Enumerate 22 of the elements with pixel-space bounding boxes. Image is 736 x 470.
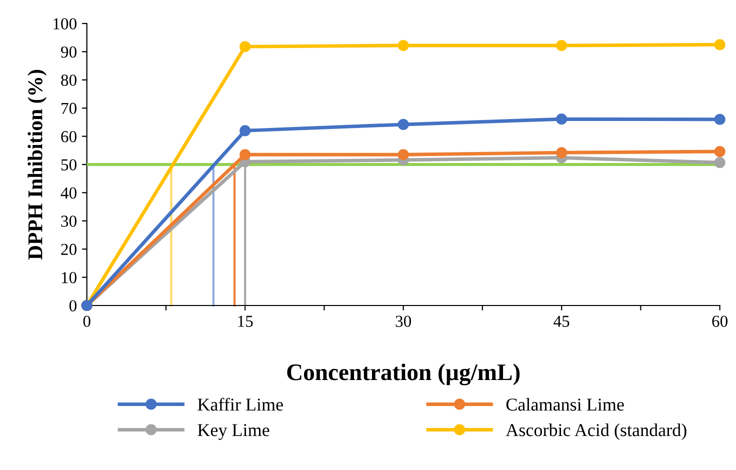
x-tick-label: 60 [712,316,728,327]
legend-label: Ascorbic Acid (standard) [506,424,686,440]
legend-label: Kaffir Lime [198,398,283,411]
y-tick-label: 70 [62,102,76,114]
y-tick-label: 40 [60,187,76,199]
x-tick-label: 30 [396,316,412,327]
x-tick-label: 0 [83,316,90,327]
y-tick-label: 30 [61,216,76,227]
legend-label: Key Lime [198,424,270,440]
y-tick-label: 50 [61,159,76,170]
x-axis-title: Concentration (µg/mL) [287,364,520,386]
x-tick-label: 45 [554,316,570,327]
legend-label: Calamansi Lime [506,398,624,411]
y-tick-label: 20 [61,244,76,256]
y-tick-label: 10 [62,272,76,284]
x-tick-label: 15 [238,316,253,327]
y-tick-label: 100 [54,18,76,30]
y-tick-label: 90 [60,46,76,58]
y-axis-title: DPPH Inhibition (%) [28,70,47,260]
y-tick-label: 60 [61,131,76,142]
y-tick-label: 80 [61,74,76,86]
y-tick-label: 0 [69,300,76,312]
